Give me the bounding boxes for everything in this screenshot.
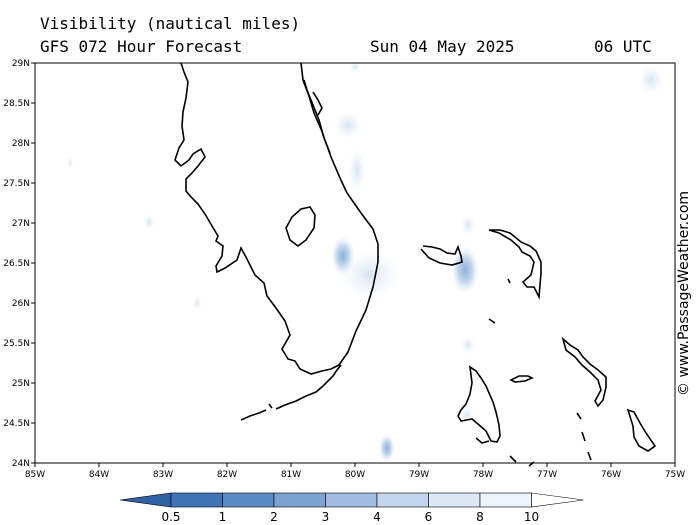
forecast-date: Sun 04 May 2025: [370, 37, 515, 56]
lon-tick-label: 85W: [25, 470, 45, 480]
colorbar-label: 10: [524, 510, 539, 524]
florida-keys: [240, 364, 342, 421]
lon-tick-label: 78W: [473, 470, 493, 480]
lon-tick-label: 84W: [89, 470, 109, 480]
lat-tick-label: 29N: [12, 59, 30, 69]
lon-tick-label: 76W: [601, 470, 621, 480]
map-axes: 85W 84W 83W 82W 81W 80W 79W 78W 77W 76W 75W 29N 28.5…: [3, 59, 685, 480]
berry-islands: [488, 318, 496, 324]
colorbar-label: 4: [373, 510, 381, 524]
lon-tick-label: 80W: [345, 470, 365, 480]
colorbar-swatch: [428, 492, 481, 508]
colorbar-label: 0.5: [161, 510, 180, 524]
lon-tick-label: 77W: [537, 470, 557, 480]
new-providence: [509, 375, 534, 383]
cat-island: [626, 408, 657, 452]
colorbar-label: 3: [322, 510, 330, 524]
eleuthera: [561, 336, 607, 408]
lat-tick-label: 27N: [12, 219, 30, 229]
lon-tick-label: 75W: [665, 470, 685, 480]
coastlines: [174, 62, 657, 467]
biscayne-islet: [509, 455, 535, 467]
lat-tick-label: 26.5N: [3, 259, 30, 269]
little-abaco-islet: [507, 278, 511, 284]
florida-coastline: [174, 62, 379, 375]
colorbar-swatch: [273, 492, 326, 508]
colorbar-swatch: [170, 492, 223, 508]
lon-tick-label: 79W: [409, 470, 429, 480]
lat-tick-label: 28N: [12, 139, 30, 149]
lat-tick-label: 26N: [12, 299, 30, 309]
credit-text: © www.PassageWeather.com: [676, 190, 692, 396]
lat-tick-label: 25N: [12, 379, 30, 389]
colorbar-label: 1: [219, 510, 227, 524]
forecast-time: 06 UTC: [594, 37, 652, 56]
indian-river-lagoon: [303, 79, 331, 154]
colorbar-label: 8: [476, 510, 484, 524]
lagoon-barrier: [312, 91, 323, 116]
colorbar-label: 6: [425, 510, 433, 524]
colorbar-high-extension: [531, 492, 584, 508]
map-title: Visibility (nautical miles): [40, 14, 301, 33]
lat-tick-label: 24N: [12, 459, 30, 469]
visibility-shading: [67, 62, 664, 462]
lon-tick-label: 83W: [153, 470, 173, 480]
andros: [457, 365, 501, 443]
abaco: [488, 229, 542, 300]
lake-okeechobee: [285, 206, 316, 247]
colorbar-low-extension: [119, 492, 172, 508]
lat-tick-label: 28.5N: [3, 99, 30, 109]
lat-tick-label: 25.5N: [3, 339, 30, 349]
lat-tick-label: 27.5N: [3, 179, 30, 189]
colorbar-swatch: [376, 492, 429, 508]
lon-tick-label: 81W: [281, 470, 301, 480]
colorbar-swatch: [325, 492, 378, 508]
visibility-colorbar: 0.5 1 2 3 4 6 8 10: [119, 492, 584, 524]
colorbar-swatch: [222, 492, 275, 508]
lon-tick-label: 82W: [217, 470, 237, 480]
colorbar-swatch: [479, 492, 532, 508]
keys-islet: [268, 403, 273, 409]
exuma-cays: [576, 412, 592, 461]
grand-bahama: [420, 244, 463, 266]
lat-tick-label: 24.5N: [3, 419, 30, 429]
forecast-label: GFS 072 Hour Forecast: [40, 37, 243, 56]
andros-islet: [475, 437, 490, 444]
colorbar-label: 2: [270, 510, 278, 524]
